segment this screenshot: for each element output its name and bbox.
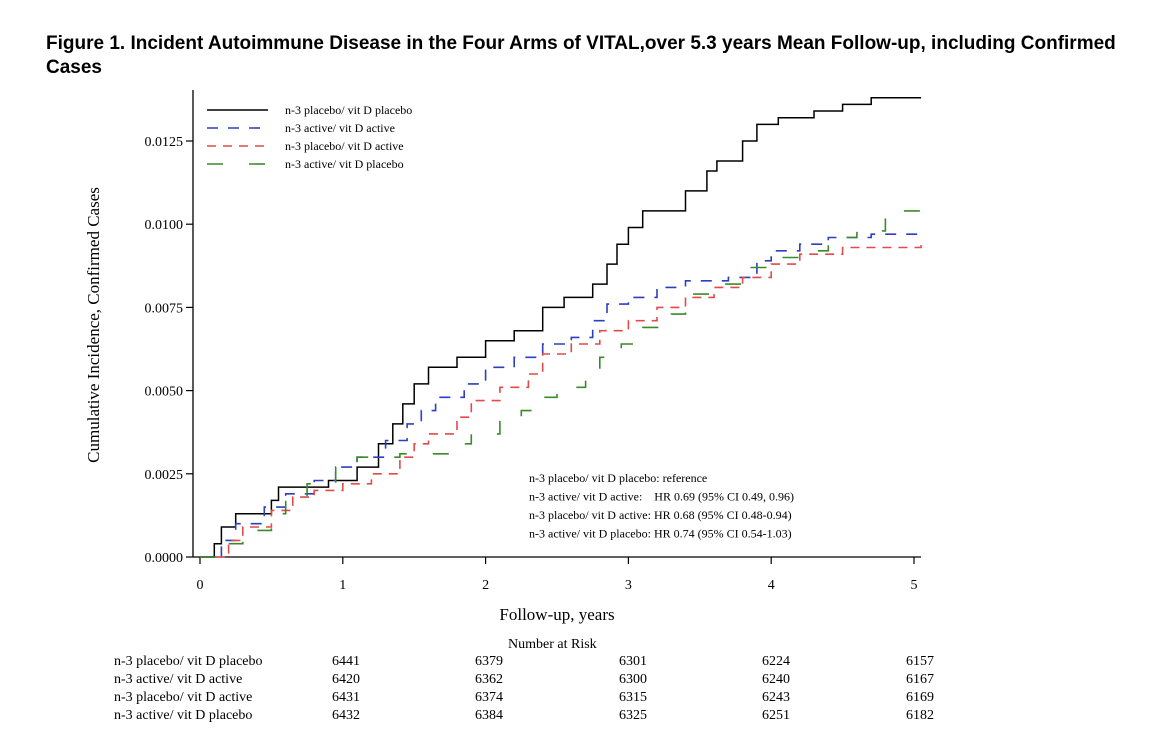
risk-row-label: n-3 active/ vit D placebo — [114, 708, 253, 723]
risk-table-header: Number at Risk — [508, 637, 597, 652]
legend-label: n-3 active/ vit D placebo — [285, 157, 404, 171]
x-tick-label: 1 — [339, 578, 346, 593]
chart-axes: 0.0000 0.0025 0.0050 0.0075 0.0100 0.0125 0 1 2 3… — [84, 90, 921, 624]
risk-value: 6167 — [906, 672, 934, 687]
chart-annotations: n-3 placebo/ vit D placebo: reference n-3… — [529, 471, 794, 541]
y-tick-label: 0.0050 — [145, 385, 184, 400]
legend-label: n-3 placebo/ vit D active — [285, 139, 404, 153]
series-line-4 — [200, 210, 922, 558]
risk-value: 6325 — [619, 708, 647, 723]
y-tick-label: 0.0000 — [145, 551, 184, 566]
risk-value: 6379 — [475, 654, 503, 669]
risk-value: 6384 — [475, 708, 503, 723]
risk-table-row: n-3 placebo/ vit D placebo 6441 6379 6301 62… — [0, 654, 1172, 672]
risk-table-row: n-3 active/ vit D active 6420 6362 6300 6240… — [0, 672, 1172, 690]
series-line-1 — [200, 96, 922, 558]
y-tick-label: 0.0025 — [145, 468, 184, 483]
risk-table-row: n-3 active/ vit D placebo 6432 6384 6325 625… — [0, 708, 1172, 726]
risk-row-label: n-3 active/ vit D active — [114, 672, 243, 687]
y-tick-label: 0.0075 — [145, 301, 184, 316]
risk-value: 6169 — [906, 690, 934, 705]
risk-value: 6182 — [906, 708, 934, 723]
risk-value: 6243 — [762, 690, 790, 705]
risk-value: 6224 — [762, 654, 790, 669]
risk-row-label: n-3 placebo/ vit D placebo — [114, 654, 263, 669]
hr-annotation: n-3 placebo/ vit D active: HR 0.68 (95% … — [529, 508, 792, 522]
risk-value: 6301 — [619, 654, 647, 669]
y-axis-label: Cumulative Incidence, Confirmed Cases — [84, 187, 103, 463]
figure-title: Figure 1. Incident Autoimmune Disease in… — [46, 33, 1116, 78]
risk-value: 6157 — [906, 654, 934, 669]
risk-row-label: n-3 placebo/ vit D active — [114, 690, 253, 705]
chart-series — [200, 96, 922, 558]
x-tick-label: 2 — [482, 578, 489, 593]
x-tick-label: 5 — [911, 578, 918, 593]
legend-label: n-3 placebo/ vit D placebo — [285, 103, 412, 117]
risk-value: 6240 — [762, 672, 790, 687]
y-tick-label: 0.0125 — [145, 135, 184, 150]
x-tick-label: 4 — [768, 578, 775, 593]
risk-value: 6362 — [475, 672, 503, 687]
hr-annotation: n-3 active/ vit D placebo: HR 0.74 (95% … — [529, 527, 792, 541]
x-axis-label: Follow-up, years — [499, 605, 614, 624]
series-line-2 — [200, 230, 922, 558]
chart-legend: n-3 placebo/ vit D placebo n-3 active/ vi… — [207, 103, 412, 171]
risk-value: 6374 — [475, 690, 503, 705]
risk-value: 6432 — [332, 708, 360, 723]
legend-label: n-3 active/ vit D active — [285, 121, 395, 135]
risk-value: 6251 — [762, 708, 790, 723]
x-tick-label: 0 — [197, 578, 204, 593]
risk-value: 6420 — [332, 672, 360, 687]
hr-annotation: n-3 active/ vit D active: HR 0.69 (95% C… — [529, 490, 794, 504]
y-tick-label: 0.0100 — [145, 218, 184, 233]
risk-value: 6300 — [619, 672, 647, 687]
hr-annotation: n-3 placebo/ vit D placebo: reference — [529, 471, 707, 485]
risk-value: 6441 — [332, 654, 360, 669]
x-tick-label: 3 — [625, 578, 632, 593]
series-line-3 — [200, 244, 922, 558]
risk-value: 6315 — [619, 690, 647, 705]
risk-value: 6431 — [332, 690, 360, 705]
risk-table-row: n-3 placebo/ vit D active 6431 6374 6315 624… — [0, 690, 1172, 708]
